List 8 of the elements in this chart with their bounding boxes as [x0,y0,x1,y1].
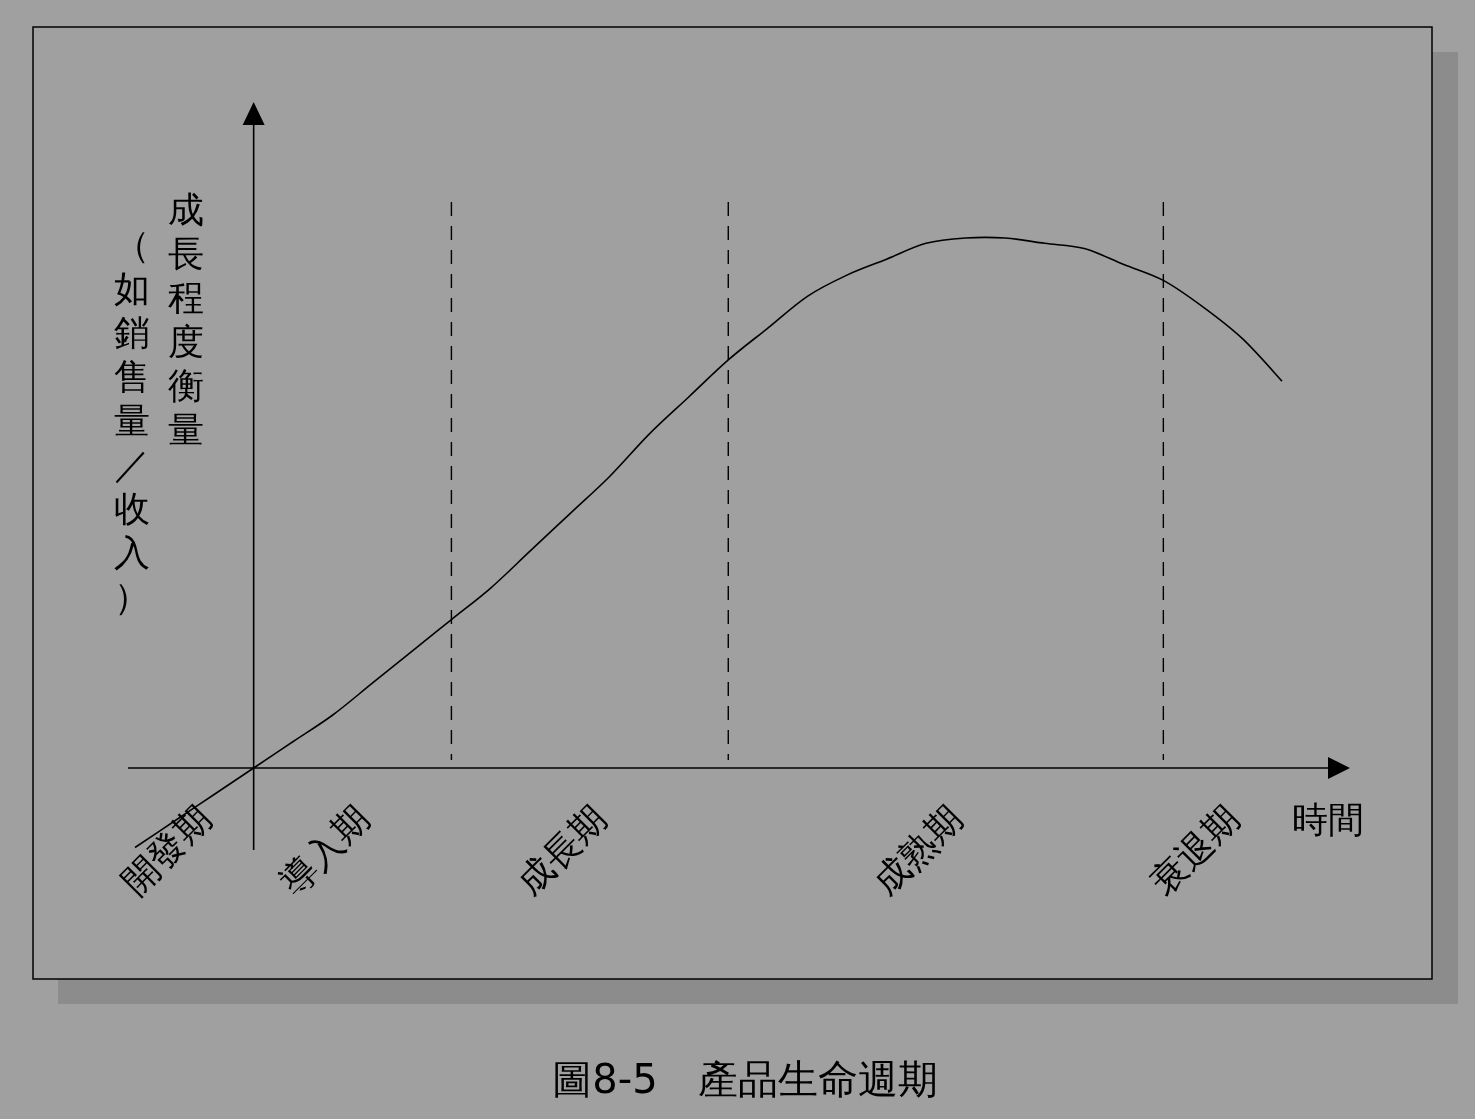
annotation: 開發期 [113,797,220,903]
annotation: 成熟期 [865,797,971,903]
annotation: 衰退期 [1141,797,1248,903]
x-axis-title: 時間 [1292,799,1364,840]
text: 圖8-5 產品生命週期 [552,1056,938,1102]
ylabel: 成長程度衡量（如銷售量／收入） [113,188,205,619]
annotation: 導入期 [271,797,378,903]
annotation: 成長期 [509,797,615,903]
